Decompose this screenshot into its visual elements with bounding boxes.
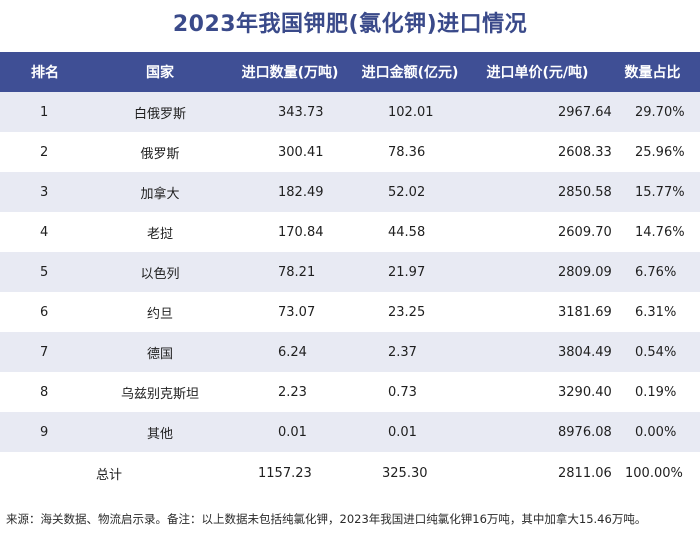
rank-cell: 7 xyxy=(40,344,49,360)
header-unit-price: 进口单价(元/吨) xyxy=(486,65,589,81)
table-row: 9 其他 0.01 0.01 8976.08 0.00% xyxy=(0,412,700,452)
amount-cell: 23.25 xyxy=(388,304,426,320)
header-country: 国家 xyxy=(146,65,174,81)
country-cell: 白俄罗斯 xyxy=(133,106,186,122)
quantity-cell: 2.23 xyxy=(278,384,307,400)
total-unit-price: 2811.06 xyxy=(558,465,612,481)
country-cell: 俄罗斯 xyxy=(140,146,180,162)
quantity-cell: 182.49 xyxy=(278,184,324,200)
source-footnote: 来源：海关数据、物流启示录。备注：以上数据未包括纯氯化钾，2023年我国进口纯氯… xyxy=(6,512,647,526)
total-quantity: 1157.23 xyxy=(258,465,312,481)
country-cell: 老挝 xyxy=(146,226,173,242)
table-row: 7 德国 6.24 2.37 3804.49 0.54% xyxy=(0,332,700,372)
unit-price-cell: 2967.64 xyxy=(558,104,612,120)
rank-cell: 4 xyxy=(40,224,49,240)
table-row: 3 加拿大 182.49 52.02 2850.58 15.77% xyxy=(0,172,700,212)
rank-cell: 2 xyxy=(40,144,49,160)
amount-cell: 2.37 xyxy=(388,344,417,360)
header-amount: 进口金额(亿元) xyxy=(361,65,459,81)
share-cell: 0.00% xyxy=(635,424,677,440)
total-row: 总计 1157.23 325.30 2811.06 100.00% xyxy=(0,452,700,494)
table-row: 1 白俄罗斯 343.73 102.01 2967.64 29.70% xyxy=(0,92,700,132)
quantity-cell: 0.01 xyxy=(278,424,307,440)
amount-cell: 78.36 xyxy=(388,144,426,160)
share-cell: 14.76% xyxy=(635,224,685,240)
rank-cell: 1 xyxy=(40,104,49,120)
quantity-cell: 73.07 xyxy=(278,304,316,320)
unit-price-cell: 2608.33 xyxy=(558,144,612,160)
table-header-row: 排名 国家 进口数量(万吨) 进口金额(亿元) 进口单价(元/吨) 数量占比 xyxy=(0,52,700,92)
table-row: 2 俄罗斯 300.41 78.36 2608.33 25.96% xyxy=(0,132,700,172)
share-cell: 29.70% xyxy=(635,104,685,120)
share-cell: 0.54% xyxy=(635,344,677,360)
country-cell: 其他 xyxy=(146,426,173,442)
country-cell: 德国 xyxy=(146,346,173,362)
unit-price-cell: 3804.49 xyxy=(558,344,612,360)
rank-cell: 5 xyxy=(40,264,49,280)
amount-cell: 0.73 xyxy=(388,384,417,400)
unit-price-cell: 2850.58 xyxy=(558,184,612,200)
amount-cell: 52.02 xyxy=(388,184,426,200)
total-amount: 325.30 xyxy=(382,465,428,481)
header-quantity: 进口数量(万吨) xyxy=(241,65,339,81)
amount-cell: 21.97 xyxy=(388,264,426,280)
import-table: 排名 国家 进口数量(万吨) 进口金额(亿元) 进口单价(元/吨) 数量占比 1… xyxy=(0,52,700,494)
unit-price-cell: 2809.09 xyxy=(558,264,612,280)
share-cell: 0.19% xyxy=(635,384,677,400)
share-cell: 6.31% xyxy=(635,304,677,320)
share-cell: 25.96% xyxy=(635,144,685,160)
table-row: 6 约旦 73.07 23.25 3181.69 6.31% xyxy=(0,292,700,332)
table-row: 8 乌兹别克斯坦 2.23 0.73 3290.40 0.19% xyxy=(0,372,700,412)
country-cell: 乌兹别克斯坦 xyxy=(120,386,199,402)
amount-cell: 44.58 xyxy=(388,224,426,240)
country-cell: 约旦 xyxy=(146,306,173,322)
quantity-cell: 6.24 xyxy=(278,344,307,360)
total-share: 100.00% xyxy=(625,465,683,481)
header-rank: 排名 xyxy=(31,65,59,81)
total-label: 总计 xyxy=(96,467,123,483)
page-title: 2023年我国钾肥(氯化钾)进口情况 xyxy=(172,12,528,37)
quantity-cell: 300.41 xyxy=(278,144,324,160)
header-share: 数量占比 xyxy=(624,65,681,81)
quantity-cell: 78.21 xyxy=(278,264,316,280)
country-cell: 加拿大 xyxy=(140,186,180,202)
quantity-cell: 170.84 xyxy=(278,224,324,240)
share-cell: 15.77% xyxy=(635,184,685,200)
table-row: 4 老挝 170.84 44.58 2609.70 14.76% xyxy=(0,212,700,252)
rank-cell: 9 xyxy=(40,424,49,440)
table-row: 5 以色列 78.21 21.97 2809.09 6.76% xyxy=(0,252,700,292)
country-cell: 以色列 xyxy=(140,266,180,282)
unit-price-cell: 3290.40 xyxy=(558,384,612,400)
rank-cell: 6 xyxy=(40,304,49,320)
quantity-cell: 343.73 xyxy=(278,104,324,120)
unit-price-cell: 8976.08 xyxy=(558,424,612,440)
unit-price-cell: 2609.70 xyxy=(558,224,612,240)
amount-cell: 102.01 xyxy=(388,104,434,120)
rank-cell: 3 xyxy=(40,184,49,200)
rank-cell: 8 xyxy=(40,384,49,400)
unit-price-cell: 3181.69 xyxy=(558,304,612,320)
amount-cell: 0.01 xyxy=(388,424,417,440)
share-cell: 6.76% xyxy=(635,264,677,280)
